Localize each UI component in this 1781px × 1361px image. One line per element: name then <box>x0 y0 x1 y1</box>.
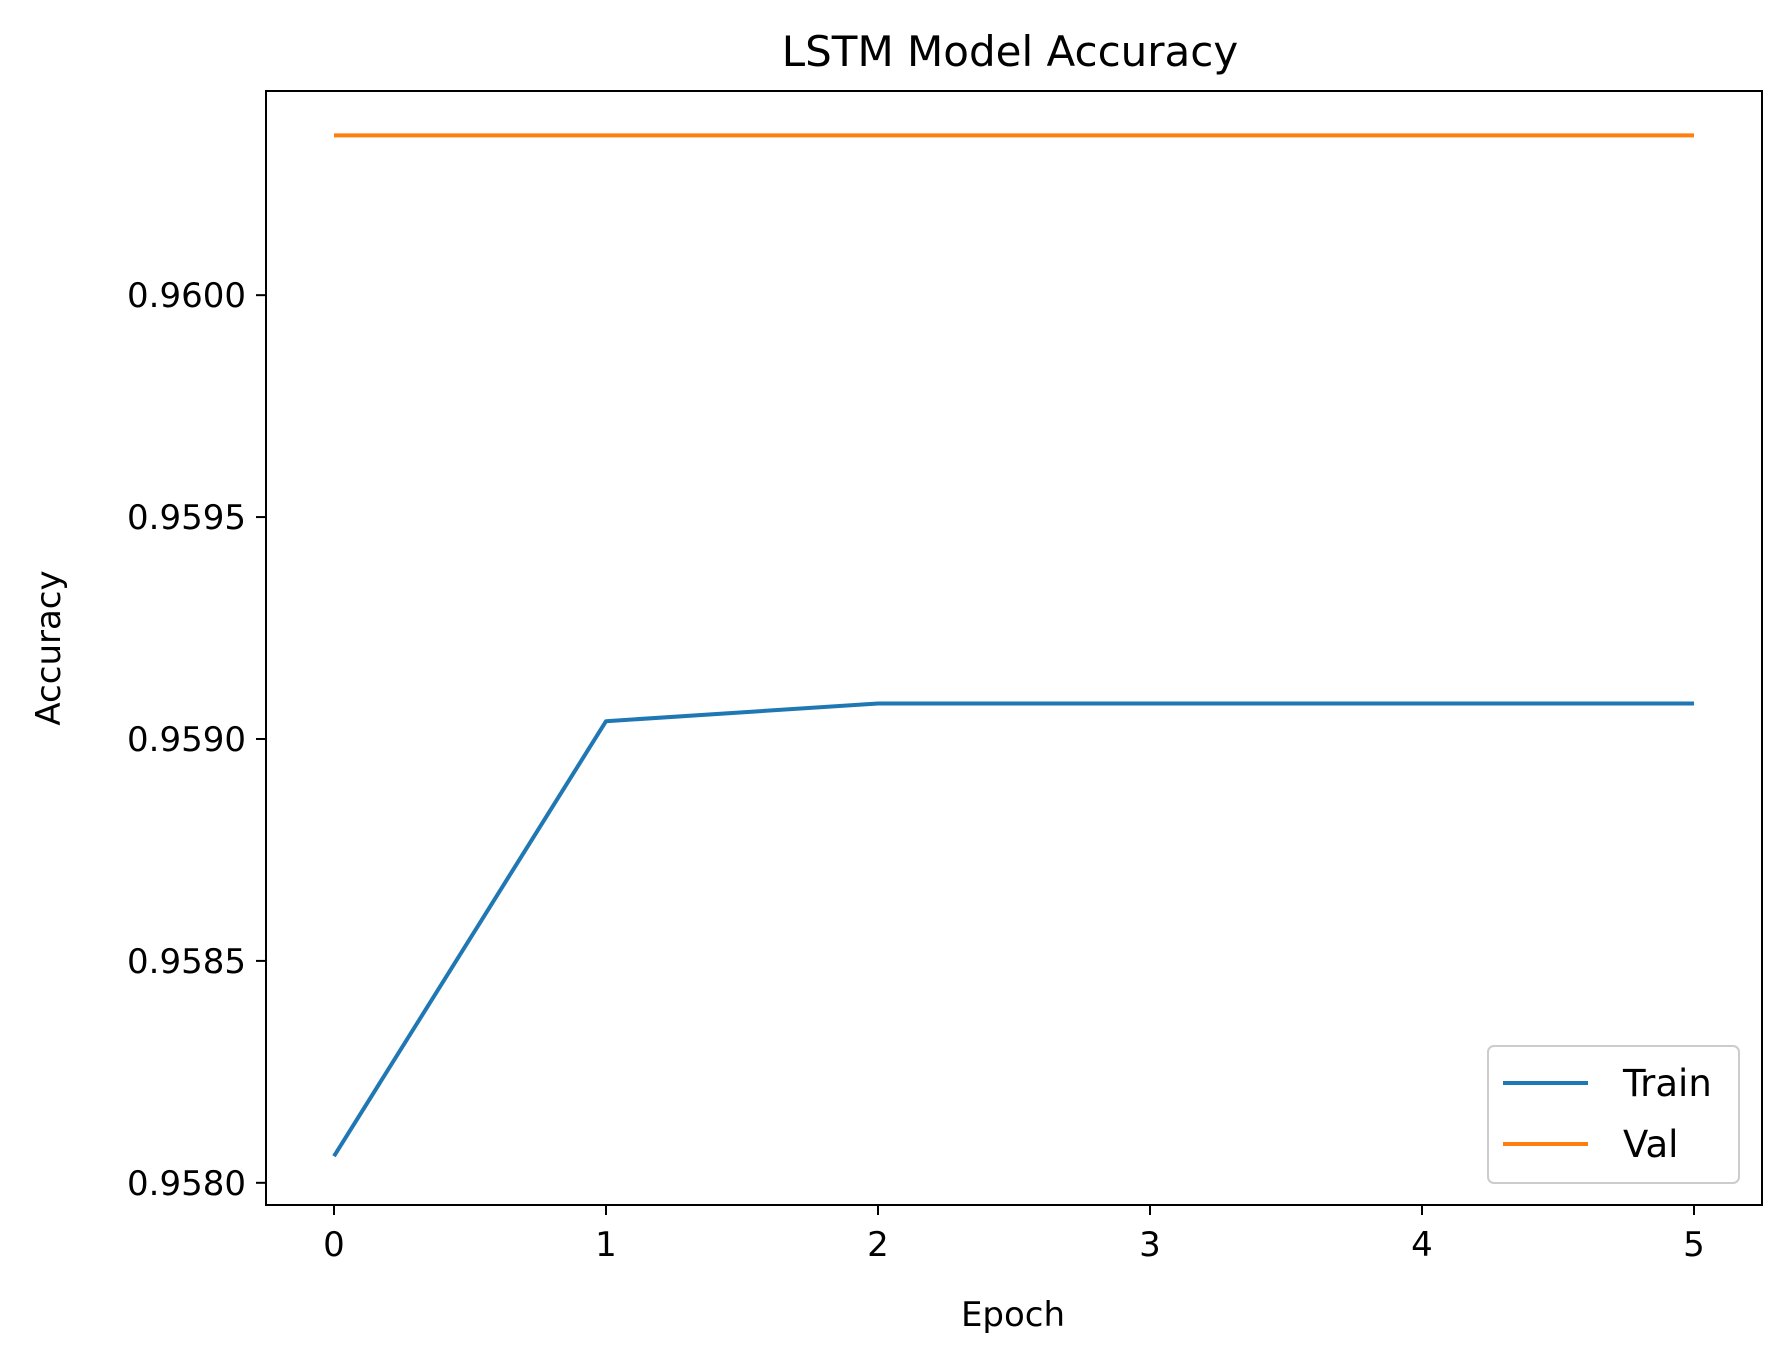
legend-label-train: Train <box>1622 1062 1712 1105</box>
y-tick-label: 0.9595 <box>127 498 246 538</box>
legend-label-val: Val <box>1623 1123 1678 1166</box>
y-tick-label: 0.9590 <box>127 720 246 760</box>
legend-box <box>1487 1045 1740 1184</box>
y-tick-label: 0.9600 <box>127 276 246 316</box>
y-tick-label: 0.9585 <box>127 942 246 982</box>
x-tick-label: 3 <box>1139 1225 1161 1265</box>
x-tick-label: 5 <box>1683 1225 1705 1265</box>
chart-title: LSTM Model Accuracy <box>782 27 1239 76</box>
x-tick-label: 2 <box>867 1225 889 1265</box>
y-tick-label: 0.9580 <box>127 1164 246 1204</box>
x-tick-label: 4 <box>1411 1225 1433 1265</box>
legend: Train Val <box>1487 1045 1740 1184</box>
series-line-train <box>332 701 1694 1158</box>
plot-area <box>332 133 1694 1158</box>
x-axis-label: Epoch <box>961 1295 1065 1335</box>
axes-frame <box>265 90 1763 1206</box>
axis-ticks: 0 1 2 3 4 5 0.9580 0.9585 0.9590 0.9595 0.9600 <box>127 276 1705 1265</box>
x-tick-label: 1 <box>595 1225 617 1265</box>
y-axis-label: Accuracy <box>29 570 69 725</box>
x-tick-label: 0 <box>323 1225 345 1265</box>
